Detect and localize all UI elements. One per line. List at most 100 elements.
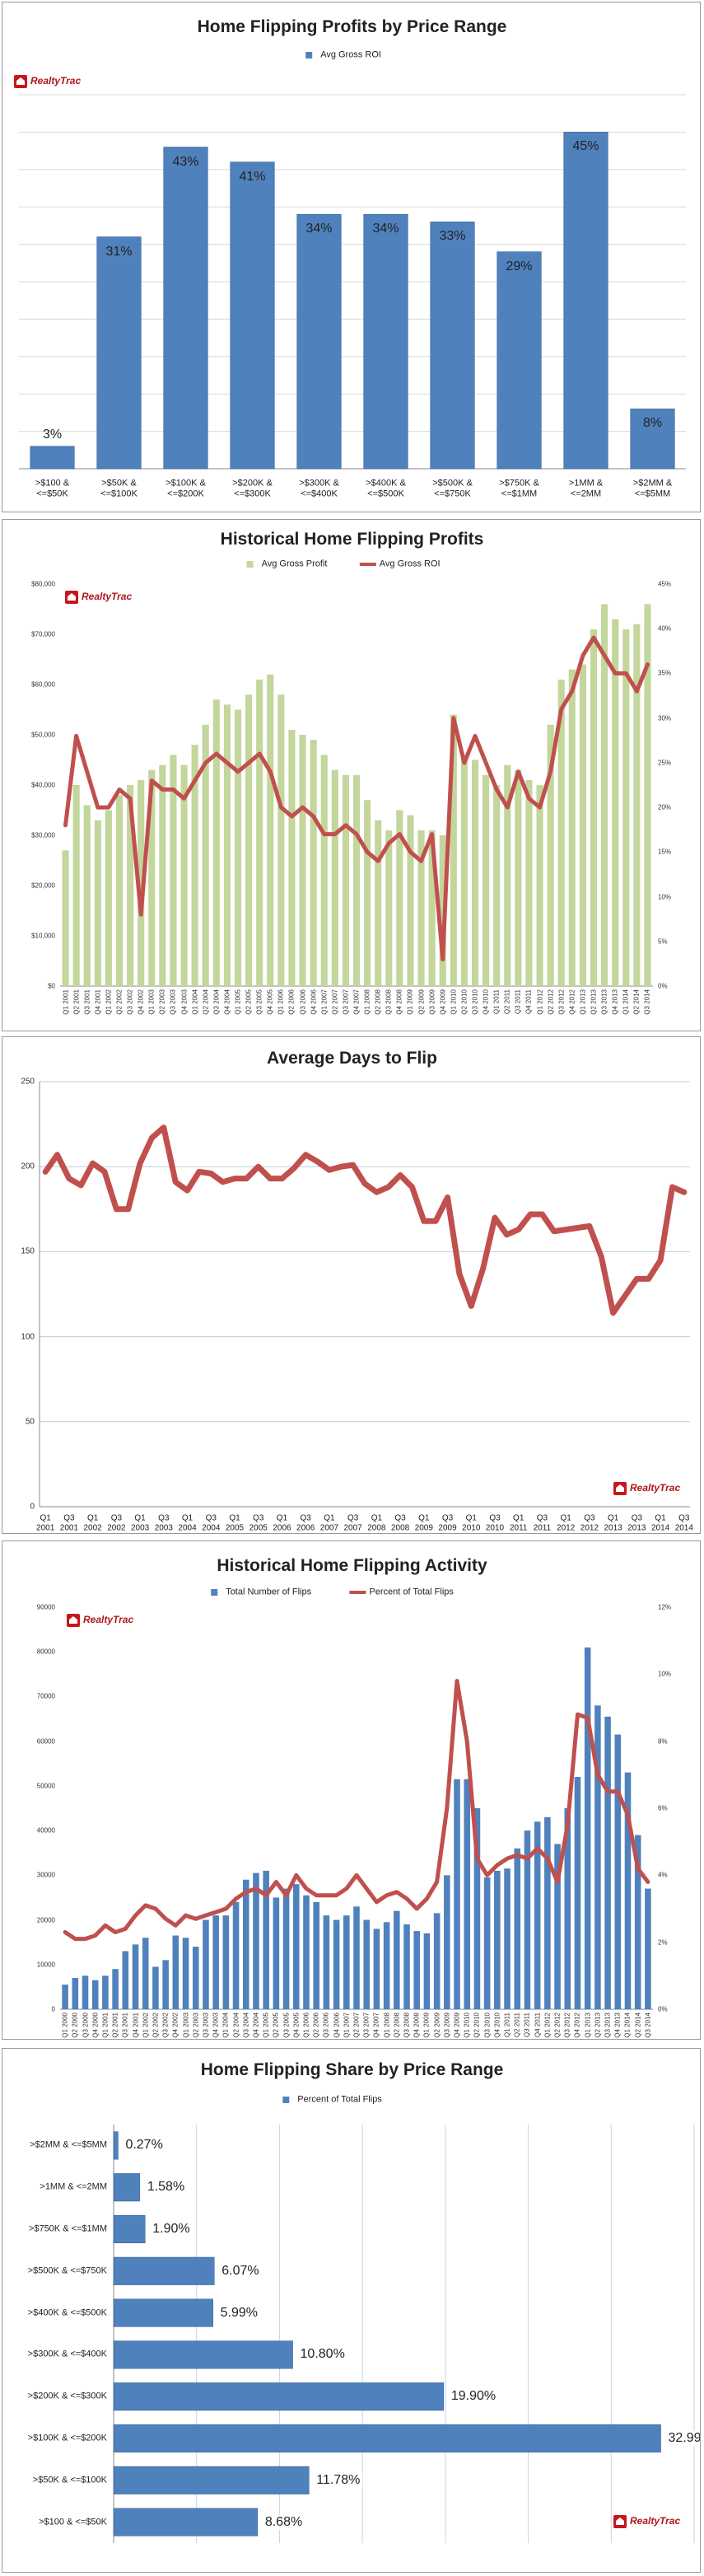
line xyxy=(63,1679,650,1942)
bar xyxy=(353,1906,360,2009)
x-tick-label: Q2 2006 xyxy=(287,989,296,1015)
data-label: 43% xyxy=(172,154,199,169)
legend-label: Total Number of Flips xyxy=(226,1587,312,1597)
bar xyxy=(96,236,142,470)
bar xyxy=(162,1960,169,2009)
x-tick-label: Q3 2011 xyxy=(514,989,522,1015)
bar xyxy=(473,1808,481,2009)
chart-title: Historical Home Flipping Activity xyxy=(217,1555,487,1575)
bar xyxy=(132,1944,139,2009)
x-tick-label: Q1 2008 xyxy=(363,989,371,1015)
chart-panel: Home Flipping Profits by Price Range Real… xyxy=(2,2,701,512)
bar xyxy=(310,740,317,986)
y-tick-label: 10000 xyxy=(36,1961,55,1969)
chart-title: Home Flipping Profits by Price Range xyxy=(197,16,507,36)
bar xyxy=(273,1897,280,2009)
bar xyxy=(113,2382,445,2411)
x-tick-label: Q3 2008 xyxy=(385,989,393,1015)
logo-text: RealtyTrac xyxy=(82,591,133,603)
x-tick-label: Q3 2013 xyxy=(600,989,608,1015)
x-tick-label: Q1 2010 xyxy=(463,2013,471,2038)
x-tick-label: Q1 2011 xyxy=(503,2013,511,2038)
x-tick-label: Q1 2013 xyxy=(579,989,587,1015)
bar xyxy=(364,800,371,986)
y-tick-label: $0 xyxy=(48,982,55,990)
x-tick-label: Q4 2002 xyxy=(137,989,145,1015)
x-tick-label: Q3 2012 xyxy=(557,989,566,1015)
y2-tick-label: 20% xyxy=(658,803,672,811)
x-tick-label: Q4 2013 xyxy=(613,2013,622,2038)
x-tick-label: Q4 2001 xyxy=(94,989,102,1015)
bar xyxy=(113,2298,213,2327)
x-tick-label: Q3 2004 xyxy=(202,1513,221,1533)
x-tick-label: Q3 2005 xyxy=(255,989,263,1015)
x-tick-label: >$300K & <=$400K xyxy=(299,478,339,498)
x-tick-label: Q1 2014 xyxy=(622,989,630,1015)
legend-label: Avg Gross Profit xyxy=(261,559,328,569)
bar xyxy=(430,222,475,470)
chart-panel: Average Days to Flip RealtyTrac 0 50 100 150 2… xyxy=(2,1036,701,1534)
y-tick-label: >1MM & <=2MM xyxy=(40,2181,107,2192)
y2-tick-label: 45% xyxy=(658,580,672,588)
bar xyxy=(493,785,501,986)
data-label: 11.78% xyxy=(314,2472,363,2488)
y-tick-label: 50000 xyxy=(36,1782,55,1790)
x-tick-label: Q1 2007 xyxy=(343,2013,351,2038)
x-tick-label: Q3 2006 xyxy=(322,2013,330,2038)
line xyxy=(63,635,650,961)
chart xyxy=(60,561,653,987)
x-tick-label: Q2 2002 xyxy=(152,2013,160,2038)
y-tick-label: $80,000 xyxy=(31,580,55,588)
bar xyxy=(515,769,522,986)
x-tick-label: Q2 2000 xyxy=(71,2013,79,2038)
x-tick-label: Q4 2012 xyxy=(573,2013,581,2038)
x-tick-label: Q4 2003 xyxy=(179,989,188,1015)
x-tick-label: Q4 2002 xyxy=(171,2013,179,2038)
logo-house xyxy=(16,77,25,85)
y2-tick-label: 0% xyxy=(658,982,668,990)
x-tick-label: Q3 2011 xyxy=(523,2013,531,2038)
x-tick-label: Q3 2014 xyxy=(643,989,651,1015)
bar xyxy=(113,2131,119,2160)
x-tick-label: Q1 2013 xyxy=(584,2013,592,2038)
bar xyxy=(148,769,156,986)
bar xyxy=(557,679,565,986)
y-tick-label: >$100K & <=$200K xyxy=(27,2433,107,2443)
x-tick-label: >$200K & <=$300K xyxy=(232,478,273,498)
bar xyxy=(624,1772,632,2009)
y-tick-label: 20000 xyxy=(36,1915,55,1924)
bar xyxy=(113,2424,661,2453)
x-tick-label: Q2 2013 xyxy=(594,2013,602,2038)
x-tick-label: Q1 2012 xyxy=(557,1513,576,1533)
data-label: 5.99% xyxy=(217,2305,261,2321)
legend-label: Avg Gross ROI xyxy=(320,49,381,60)
x-tick-label: Q2 2010 xyxy=(460,989,469,1015)
x-tick-label: >$750K & <=$1MM xyxy=(499,478,539,498)
bar xyxy=(439,835,446,986)
legend-swatch xyxy=(246,561,254,568)
x-tick-label: Q4 2005 xyxy=(266,989,274,1015)
y-tick-label: $40,000 xyxy=(31,781,55,789)
logo-house xyxy=(68,593,76,601)
bar xyxy=(564,1808,571,2009)
x-tick-label: Q2 2003 xyxy=(158,989,166,1015)
x-tick-label: Q1 2003 xyxy=(130,1513,150,1533)
bar xyxy=(413,1931,421,2009)
x-tick-label: Q4 2000 xyxy=(91,2013,100,2038)
x-tick-label: Q1 2008 xyxy=(383,2013,391,2038)
x-tick-label: Q3 2011 xyxy=(533,1513,552,1533)
bar xyxy=(182,1938,189,2009)
x-tick-label: >$100K & <=$200K xyxy=(166,478,206,498)
data-label: 8% xyxy=(642,416,663,431)
bar xyxy=(234,709,242,986)
data-label: 0.27% xyxy=(123,2138,166,2153)
bar xyxy=(113,2173,141,2202)
x-tick-label: Q3 2003 xyxy=(169,989,177,1015)
bar xyxy=(534,1821,541,2009)
x-tick-label: Q3 2012 xyxy=(563,2013,571,2038)
y-tick-label: 250 xyxy=(21,1077,35,1087)
x-tick-label: Q3 2001 xyxy=(83,989,91,1015)
y2-tick-label: 15% xyxy=(658,848,672,856)
bar xyxy=(579,664,586,986)
x-tick-label: Q1 2004 xyxy=(178,1513,197,1533)
